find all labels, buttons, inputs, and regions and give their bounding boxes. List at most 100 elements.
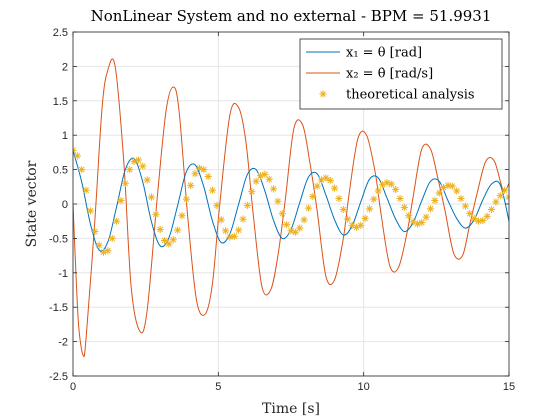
theoretical-point (387, 180, 395, 188)
x-axis-label: Time [s] (262, 401, 320, 417)
theoretical-point (113, 217, 121, 225)
theoretical-point (243, 201, 251, 209)
theoretical-point (322, 174, 330, 182)
series-layer (73, 58, 509, 358)
y-tick-label: 1.5 (53, 96, 68, 108)
theoretical-point (248, 188, 256, 196)
theoretical-point (291, 228, 299, 236)
theoretical-point (91, 227, 99, 236)
theoretical-point (239, 215, 247, 223)
theoretical-point (361, 214, 369, 223)
theoretical-point (274, 197, 282, 205)
theoretical-point (278, 210, 286, 218)
theoretical-point (501, 186, 509, 194)
legend-entry-label: x₂ = θ̇ [rad/s] (346, 67, 433, 82)
theoretical-point (344, 215, 352, 223)
theoretical-point (143, 176, 151, 184)
y-tick-label: 1 (62, 130, 68, 142)
y-tick-label: 2 (62, 61, 68, 73)
theoretical-point (126, 166, 134, 174)
theoretical-point (335, 194, 343, 203)
theoretical-point (104, 247, 112, 255)
theoretical-point (304, 204, 313, 212)
theoretical-point (453, 187, 461, 195)
theoretical-point (300, 216, 308, 224)
theoretical-point (178, 212, 186, 220)
theoretical-point (261, 170, 269, 179)
theoretical-point (357, 221, 365, 229)
theoretical-point (479, 216, 487, 225)
theoretical-point (374, 187, 382, 195)
theoretical-point (165, 240, 173, 248)
theoretical-point (169, 236, 177, 244)
y-tick-label: 0 (62, 199, 68, 211)
y-tick-label: -2.5 (49, 371, 68, 383)
theoretical-point (222, 227, 230, 235)
series-x2-line (73, 58, 509, 358)
theoretical-point (470, 214, 478, 223)
theoretical-point (147, 193, 156, 201)
legend-symbol (319, 90, 327, 98)
y-tick-label: -1.5 (49, 302, 68, 314)
theoretical-point (82, 186, 90, 194)
theoretical-point (313, 182, 321, 190)
ticks: 0 5 10 15 -2.5 -2 -1.5 -1 -0.5 0 0.5 1 1.5 2 2.5 (49, 27, 515, 393)
series-theoretical-analysis (73, 146, 509, 256)
theoretical-point (492, 198, 500, 206)
theoretical-point (160, 236, 169, 245)
theoretical-point (152, 210, 160, 218)
y-axis-label: State vector (24, 160, 40, 247)
theoretical-point (457, 194, 465, 203)
x-tick-label: 0 (70, 381, 76, 393)
theoretical-point (191, 170, 199, 178)
y-tick-label: 2.5 (53, 27, 68, 39)
theoretical-point (213, 201, 221, 209)
theoretical-point (265, 175, 273, 183)
theoretical-point (448, 182, 456, 190)
theoretical-point (73, 152, 81, 160)
theoretical-point (187, 181, 195, 190)
theoretical-point (78, 166, 86, 174)
theoretical-point (296, 224, 304, 232)
theoretical-point (365, 205, 374, 213)
y-tick-label: -1 (58, 268, 68, 280)
theoretical-point (134, 156, 142, 164)
theoretical-point (269, 185, 278, 193)
theoretical-point (466, 210, 474, 218)
legend-entry-label: theoretical analysis (346, 88, 475, 103)
theoretical-point (435, 189, 443, 197)
theoretical-point (396, 194, 404, 203)
theoretical-point (405, 212, 413, 220)
theoretical-point (487, 205, 496, 214)
y-tick-label: -0.5 (49, 233, 68, 245)
theoretical-point (392, 185, 400, 194)
x-tick-label: 5 (215, 381, 221, 393)
theoretical-point (121, 179, 129, 187)
theoretical-point (156, 225, 164, 234)
theoretical-point (426, 205, 435, 213)
theoretical-point (117, 196, 125, 205)
theoretical-point (252, 177, 260, 185)
theoretical-point (182, 195, 190, 203)
theoretical-point (431, 196, 439, 205)
theoretical-point (139, 162, 147, 170)
legend: x₁ = θ [rad] x₂ = θ̇ [rad/s] theoretical a… (299, 38, 503, 110)
legend-entry-label: x₁ = θ [rad] (346, 46, 422, 61)
legend-box (299, 38, 503, 110)
theoretical-point (483, 212, 491, 220)
theoretical-point (331, 184, 339, 192)
x-tick-label: 10 (358, 381, 370, 393)
theoretical-point (86, 207, 95, 215)
theoretical-point (283, 221, 291, 229)
theoretical-point (418, 218, 426, 227)
theoretical-point (95, 241, 103, 249)
theoretical-point (200, 166, 208, 174)
theoretical-point (235, 226, 243, 234)
x-tick-label: 15 (503, 381, 515, 393)
theoretical-point (217, 216, 225, 224)
theoretical-point (204, 172, 212, 181)
theoretical-point (496, 192, 504, 200)
theoretical-point (461, 202, 469, 210)
theoretical-point (73, 146, 77, 154)
